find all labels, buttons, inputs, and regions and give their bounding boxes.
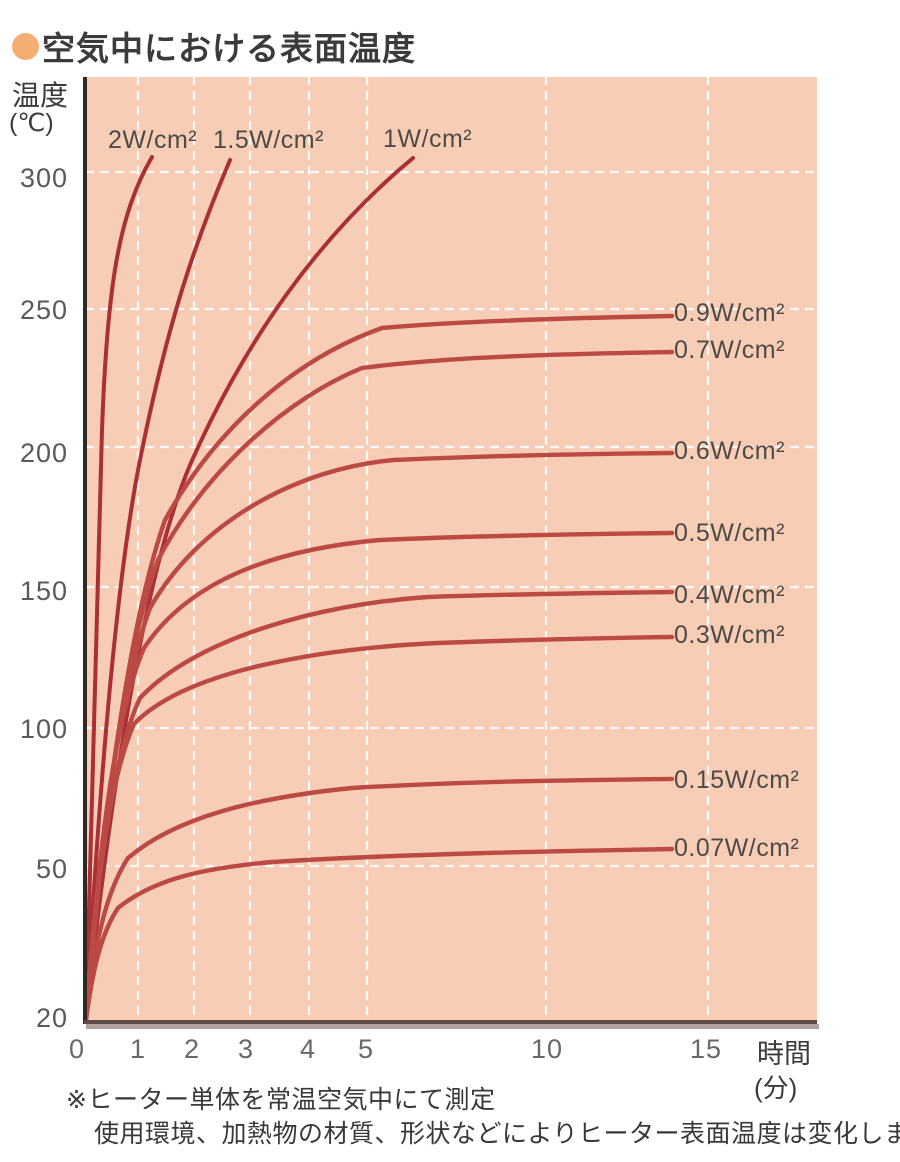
label-0.4w: 0.4W/cm²: [674, 581, 785, 609]
label-0.6w: 0.6W/cm²: [674, 437, 785, 465]
x-tick-3: 3: [237, 1034, 255, 1064]
x-tick-2: 2: [183, 1034, 201, 1064]
y-axis-unit: (℃): [9, 109, 54, 137]
label-0.5w: 0.5W/cm²: [674, 519, 785, 547]
y-tick-300: 300: [19, 163, 68, 193]
curve-0.3w: [83, 634, 675, 1023]
bullet-icon: [12, 32, 39, 60]
chart-title-row: 空気中における表面温度: [12, 22, 416, 70]
x-axis-unit: (分): [754, 1073, 798, 1103]
label-0.07w: 0.07W/cm²: [674, 834, 800, 862]
y-axis-title: 温度: [12, 80, 69, 111]
label-1.5w: 1.5W/cm²: [213, 126, 324, 154]
label-1w: 1W/cm²: [383, 125, 473, 153]
curve-1.5w: [84, 158, 232, 1022]
x-tick-0: 0: [68, 1034, 86, 1064]
curve-2w: [84, 155, 154, 1022]
x-tick-4: 4: [299, 1034, 317, 1064]
label-0.7w: 0.7W/cm²: [674, 336, 785, 364]
y-tick-50: 50: [35, 854, 68, 884]
footnote-line-2: 使用環境、加熱物の材質、形状などによりヒーター表面温度は変化します。: [94, 1120, 900, 1148]
label-0.9w: 0.9W/cm²: [674, 299, 785, 327]
y-tick-250: 250: [19, 295, 68, 325]
x-tick-15: 15: [689, 1034, 723, 1064]
y-tick-150: 150: [19, 576, 68, 606]
y-tick-20: 20: [35, 1003, 68, 1033]
x-tick-5: 5: [357, 1034, 375, 1064]
label-2w: 2W/cm²: [108, 126, 198, 154]
y-tick-100: 100: [19, 714, 68, 744]
x-tick-10: 10: [530, 1034, 564, 1064]
label-0.3w: 0.3W/cm²: [674, 621, 785, 649]
y-tick-200: 200: [19, 438, 68, 468]
y-axis-line: [83, 77, 87, 1024]
label-0.15w: 0.15W/cm²: [674, 766, 800, 794]
curve-0.15w: [83, 776, 675, 1023]
curve-0.5w: [83, 530, 675, 1023]
temperature-curves: [83, 155, 675, 1023]
x-axis-shadow: [86, 1024, 819, 1029]
x-tick-1: 1: [129, 1034, 147, 1064]
x-axis-line: [84, 1020, 817, 1024]
page-title: 空気中における表面温度: [42, 30, 416, 67]
x-axis-title: 時間: [757, 1039, 811, 1069]
footnote-line-1: ※ヒーター単体を常温空気中にて測定: [66, 1086, 496, 1114]
curve-0.07w: [83, 846, 675, 1023]
